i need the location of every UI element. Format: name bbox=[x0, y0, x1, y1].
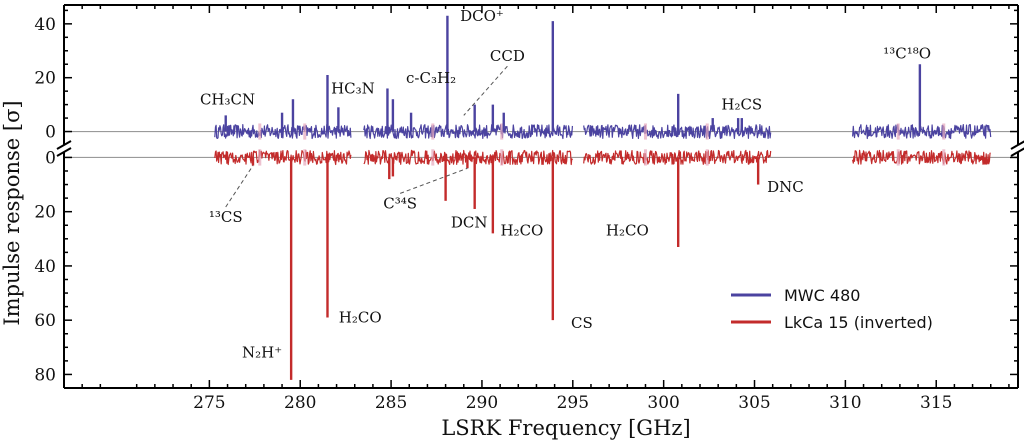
lower-y-tick-label: 80 bbox=[34, 365, 56, 385]
legend: MWC 480 LkCa 15 (inverted) bbox=[731, 286, 933, 332]
lkca15-edge-mark-2-0 bbox=[643, 149, 647, 166]
annotation-label: H₂CO bbox=[339, 308, 382, 326]
annotation-label: H₂CO bbox=[606, 222, 649, 240]
mwc480-series bbox=[214, 15, 992, 140]
x-tick-label: 280 bbox=[284, 393, 316, 413]
mwc480-edge-mark-3-0 bbox=[896, 123, 900, 140]
annotation-label: ¹³C¹⁸O bbox=[883, 45, 931, 63]
legend-label-lkca15: LkCa 15 (inverted) bbox=[784, 313, 933, 332]
upper-y-tick-label: 40 bbox=[34, 15, 56, 35]
lower-y-tick-label: 20 bbox=[34, 203, 56, 223]
y-axis-title: Impulse response [σ] bbox=[0, 100, 24, 325]
lkca15-edge-mark-0-0 bbox=[258, 149, 262, 166]
lkca15-series bbox=[214, 149, 991, 380]
x-tick-label: 300 bbox=[647, 393, 679, 413]
axes-frame bbox=[56, 4, 1024, 389]
lower-y-tick-label: 0 bbox=[45, 148, 56, 168]
annotation-leader bbox=[399, 167, 468, 194]
lkca15-edge-mark-2-1 bbox=[705, 149, 709, 166]
annotation-label: HC₃N bbox=[331, 80, 375, 98]
mwc480-edge-mark-2-1 bbox=[705, 123, 709, 140]
lkca15-noise-window-3 bbox=[852, 149, 991, 165]
annotation-label: H₂CO bbox=[500, 222, 543, 240]
mwc480-noise-window-1 bbox=[363, 124, 573, 140]
lower-y-tick-label: 60 bbox=[34, 311, 56, 331]
lkca15-edge-mark-1-0 bbox=[431, 149, 435, 166]
lkca15-noise-window-0 bbox=[214, 149, 352, 166]
x-tick-label: 295 bbox=[557, 393, 589, 413]
lkca15-edge-mark-3-0 bbox=[896, 149, 900, 166]
line-annotations: CH₃CN HC₃N c-C₃H₂ DCO⁺ CCD H₂CS ¹³C¹⁸O ¹³CS N₂H⁺… bbox=[200, 7, 931, 362]
annotation-leader bbox=[463, 65, 508, 116]
x-tick-label: 315 bbox=[920, 393, 952, 413]
annotation-label: N₂H⁺ bbox=[242, 344, 282, 362]
upper-y-tick-label: 20 bbox=[34, 69, 56, 89]
x-tick-label: 310 bbox=[829, 393, 861, 413]
mwc480-edge-mark-0-0 bbox=[258, 123, 262, 140]
axis-break-mark-upper-1 bbox=[1010, 140, 1024, 150]
axis-break-mark-upper-0 bbox=[56, 140, 72, 150]
lkca15-edge-mark-0-1 bbox=[303, 149, 307, 166]
mwc480-edge-mark-1-0 bbox=[431, 123, 435, 140]
mwc480-noise-window-3 bbox=[852, 124, 992, 140]
annotation-label: DCN bbox=[451, 213, 488, 231]
x-axis-title: LSRK Frequency [GHz] bbox=[441, 416, 690, 440]
legend-label-mwc480: MWC 480 bbox=[784, 286, 860, 305]
annotation-label: C³⁴S bbox=[383, 194, 417, 212]
annotation-label: ¹³CS bbox=[209, 208, 243, 226]
annotation-label: CCD bbox=[490, 47, 525, 65]
mwc480-edge-mark-2-0 bbox=[643, 123, 647, 140]
upper-y-tick-label: 0 bbox=[45, 123, 56, 143]
lkca15-edge-mark-1-1 bbox=[500, 149, 504, 166]
annotation-leader bbox=[225, 165, 254, 208]
x-tick-label: 305 bbox=[738, 393, 770, 413]
mwc480-noise-window-0 bbox=[214, 124, 352, 140]
axis-break-mark-lower-0 bbox=[56, 147, 72, 157]
tick-layer: 275 280 285 290 295 300 305 310 315 0 20 40 0 20 40 60 8… bbox=[34, 5, 1018, 413]
annotation-label: DNC bbox=[767, 178, 804, 196]
x-tick-label: 275 bbox=[193, 393, 225, 413]
annotation-label: c-C₃H₂ bbox=[406, 69, 456, 87]
lkca15-edge-mark-3-1 bbox=[942, 149, 946, 166]
mwc480-edge-mark-1-1 bbox=[500, 123, 504, 140]
mwc480-edge-mark-3-1 bbox=[942, 123, 946, 140]
annotation-label: CH₃CN bbox=[200, 90, 255, 108]
axis-break-mark-lower-1 bbox=[1010, 147, 1024, 157]
annotation-label: CS bbox=[571, 314, 593, 332]
mwc480-edge-mark-0-1 bbox=[303, 123, 307, 140]
annotation-label: H₂CS bbox=[721, 96, 762, 114]
lower-y-tick-label: 40 bbox=[34, 257, 56, 277]
x-tick-label: 290 bbox=[466, 393, 498, 413]
x-tick-label: 285 bbox=[375, 393, 407, 413]
annotation-label: DCO⁺ bbox=[460, 7, 504, 25]
